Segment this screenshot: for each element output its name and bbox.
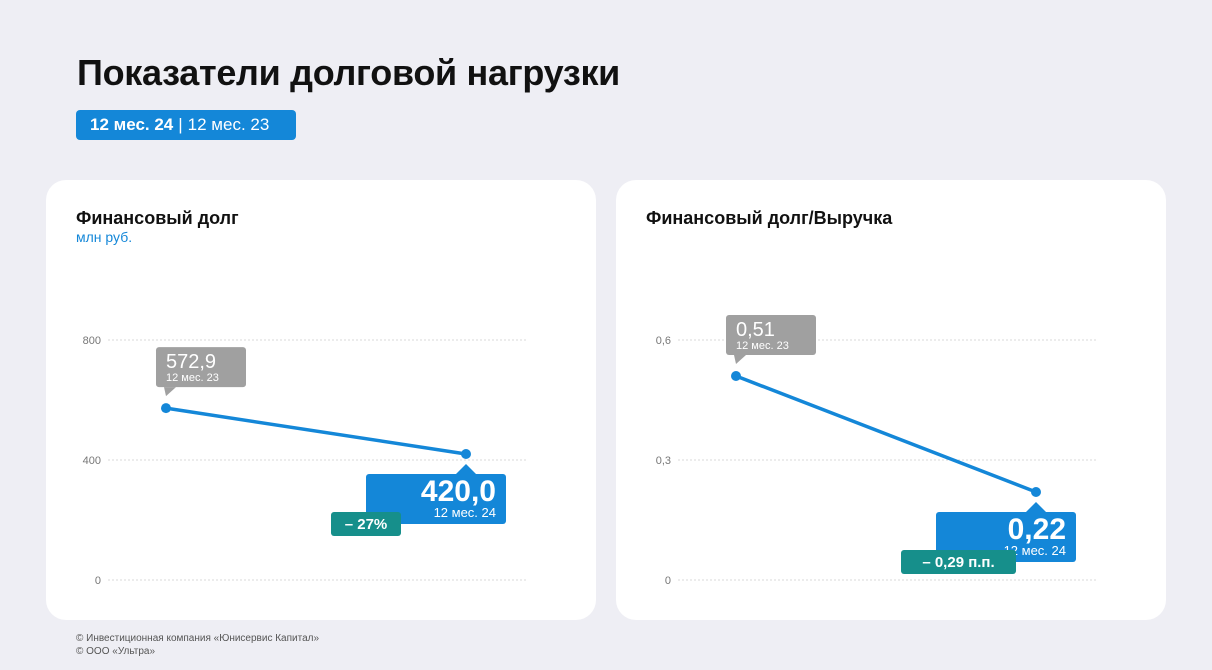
callout-pointer xyxy=(734,355,746,364)
y-tick-label: 800 xyxy=(83,335,101,347)
debt-chart-card: Финансовый долг млн руб. 0 400 800 572,9 12 … xyxy=(46,180,596,620)
previous-value-callout xyxy=(726,315,816,355)
previous-period-label: 12 мес. 23 xyxy=(166,372,219,384)
period-option-current[interactable]: 12 мес. 24 xyxy=(90,115,174,134)
change-badge xyxy=(331,512,401,536)
period-option-previous[interactable]: 12 мес. 23 xyxy=(187,115,270,134)
period-toggle: 12 мес. 24 | 12 мес. 23 xyxy=(76,110,296,140)
chart-title: Финансовый долг/Выручка xyxy=(646,208,893,228)
y-tick-label: 0 xyxy=(665,575,671,587)
current-value-callout xyxy=(366,474,506,524)
debt-chart: 0 400 800 572,912 мес. 23 420,012 мес. 24 – 2… xyxy=(83,335,528,587)
callout-pointer xyxy=(164,387,176,397)
debt-to-revenue-chart-card: Финансовый долг/Выручка 0 0,3 0,6 0,51 12 ме… xyxy=(616,180,1166,620)
chart-title: Финансовый долг xyxy=(76,208,239,228)
series-line xyxy=(164,406,468,456)
y-tick-label: 400 xyxy=(83,455,101,467)
current-value-label: 0,22 xyxy=(1008,513,1066,546)
current-period-label: 12 мес. 24 xyxy=(1004,543,1066,558)
change-badge xyxy=(901,550,1016,574)
data-point xyxy=(1031,487,1041,497)
y-tick-label: 0,3 xyxy=(656,455,671,467)
current-value-callout xyxy=(936,512,1076,562)
page-title: Показатели долговой нагрузки xyxy=(77,52,621,93)
change-label: – 27% xyxy=(345,516,388,533)
data-point xyxy=(161,403,171,414)
y-tick-label: 0,6 xyxy=(656,335,671,347)
current-value-label: 420,0 xyxy=(421,475,496,508)
footer-copyright-2: © ООО «Ультра» xyxy=(76,646,156,657)
previous-value-label: 572,9 xyxy=(166,351,216,373)
callout-pointer xyxy=(1026,502,1046,512)
data-point xyxy=(731,371,741,381)
footer-copyright: © Инвестиционная компания «Юнисервис Кап… xyxy=(76,633,320,644)
previous-value-callout xyxy=(156,347,246,388)
change-label: – 0,29 п.п. xyxy=(922,554,994,571)
previous-value-label: 0,51 xyxy=(736,319,775,341)
callout-pointer xyxy=(456,464,476,474)
series-line xyxy=(734,374,1038,494)
chart-unit: млн руб. xyxy=(76,229,133,245)
period-separator: | xyxy=(178,115,183,134)
current-period-label: 12 мес. 24 xyxy=(434,505,496,520)
y-tick-label: 0 xyxy=(95,575,101,587)
data-point xyxy=(461,449,471,459)
previous-period-label: 12 мес. 23 xyxy=(736,340,789,352)
